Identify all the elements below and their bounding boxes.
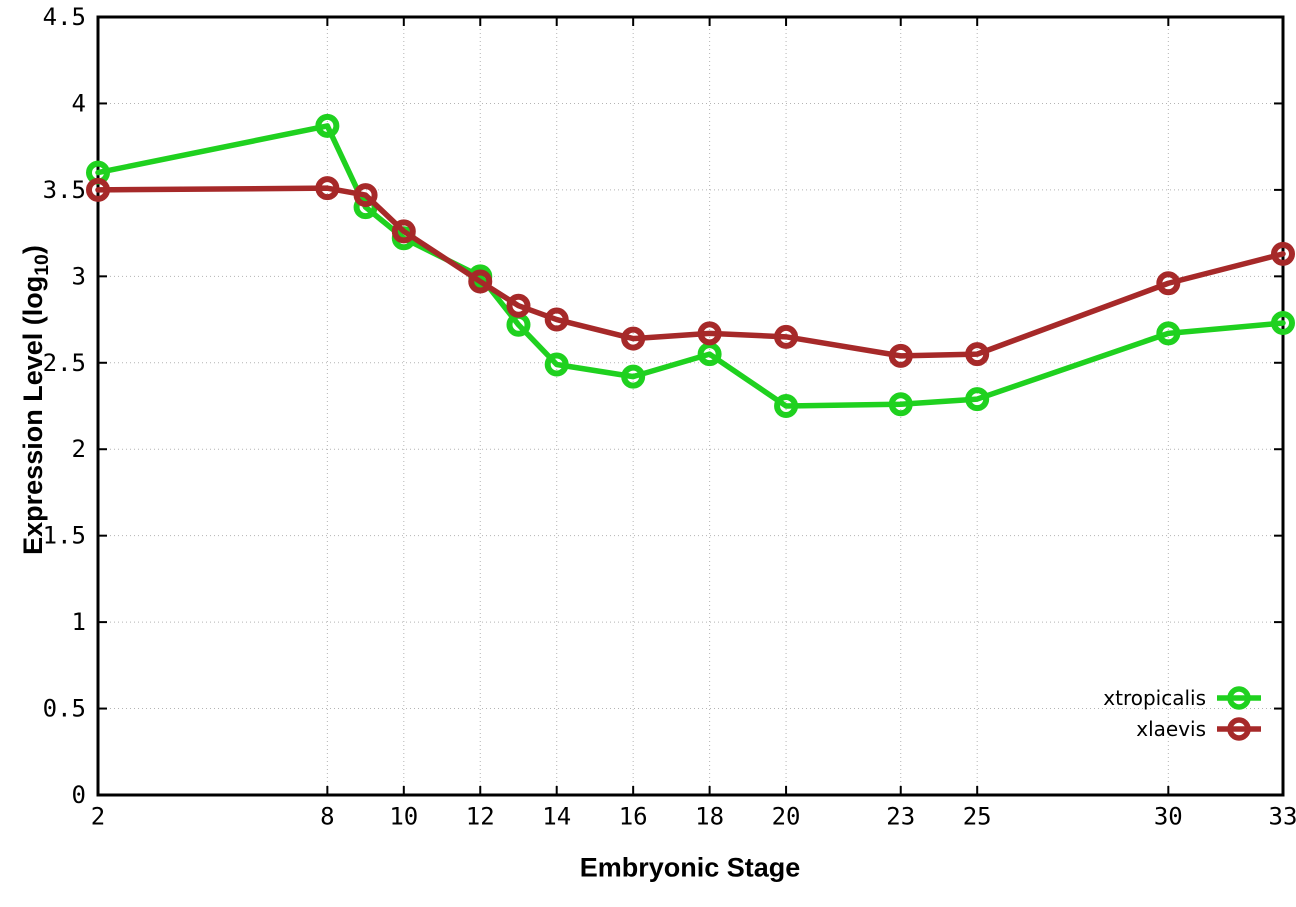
y-axis-title: Expression Level (log10) (18, 245, 54, 555)
y-tick-label: 3 (72, 262, 86, 290)
xlaevis-point (965, 342, 990, 367)
xtropicalis-point (315, 113, 340, 138)
legend-item-xlaevis: xlaevis (1103, 715, 1262, 742)
xtropicalis-point (1271, 311, 1295, 336)
xtropicalis-point (621, 364, 646, 389)
x-tick-label: 30 (1154, 803, 1183, 831)
x-tick-label: 16 (619, 803, 648, 831)
xlaevis-point (506, 293, 531, 318)
y-tick-label: 3.5 (43, 176, 86, 204)
x-tick-label: 25 (963, 803, 992, 831)
xlaevis-point (353, 183, 378, 208)
xtropicalis-line (95, 123, 1286, 409)
y-tick-label: 0.5 (43, 695, 86, 723)
x-tick-label: 12 (466, 803, 495, 831)
xlaevis-line (95, 185, 1286, 359)
xlaevis-point (391, 219, 416, 244)
xlaevis-point (1156, 271, 1181, 296)
x-tick-label: 14 (542, 803, 571, 831)
x-tick-label: 33 (1269, 803, 1296, 831)
legend: xtropicalis xlaevis (1103, 684, 1262, 742)
xtropicalis-point (965, 387, 990, 412)
xlaevis-point (1271, 241, 1295, 266)
y-tick-label: 2 (72, 435, 86, 463)
xtropicalis-point (544, 352, 569, 377)
xlaevis-point (697, 321, 722, 346)
xtropicalis-line-marker-icon (1217, 685, 1261, 710)
x-tick-label: 2 (91, 803, 105, 831)
xtropicalis-point (774, 394, 799, 418)
y-tick-label: 4.5 (43, 3, 86, 31)
y-tick-label: 2.5 (43, 349, 86, 377)
legend-point-sample (1227, 685, 1251, 710)
y-tick-label: 1 (72, 608, 86, 636)
xlaevis-point (621, 326, 646, 351)
xtropicalis-point (1156, 321, 1181, 346)
plot-border (96, 15, 1285, 797)
x-tick-label: 20 (772, 803, 801, 831)
y-tick-label: 1.5 (43, 522, 86, 550)
legend-label-xtropicalis: xtropicalis (1103, 685, 1206, 710)
x-tick-label: 23 (886, 803, 915, 831)
legend-label-xlaevis: xlaevis (1136, 716, 1206, 741)
x-tick-label: 8 (320, 803, 334, 831)
y-tick-label: 4 (72, 89, 86, 117)
legend-item-xtropicalis: xtropicalis (1103, 684, 1262, 711)
xlaevis-point (86, 177, 110, 202)
xlaevis-point (315, 176, 340, 201)
y-axis-title-subscript: 10 (31, 254, 54, 276)
xtropicalis-point (888, 392, 913, 417)
x-tick-label: 18 (695, 803, 724, 831)
xlaevis-line-marker-icon (1217, 716, 1261, 741)
xlaevis-point (468, 269, 493, 294)
y-axis-title-text: Expression Level (log (17, 275, 48, 555)
xlaevis-point (888, 343, 913, 368)
xlaevis-point (544, 307, 569, 332)
x-tick-label: 10 (389, 803, 418, 831)
y-axis-title-close: ) (17, 245, 48, 255)
legend-point-sample (1227, 716, 1251, 741)
xlaevis-point (774, 324, 799, 349)
y-tick-label: 0 (72, 781, 86, 809)
x-axis-title: Embryonic Stage (579, 852, 801, 883)
